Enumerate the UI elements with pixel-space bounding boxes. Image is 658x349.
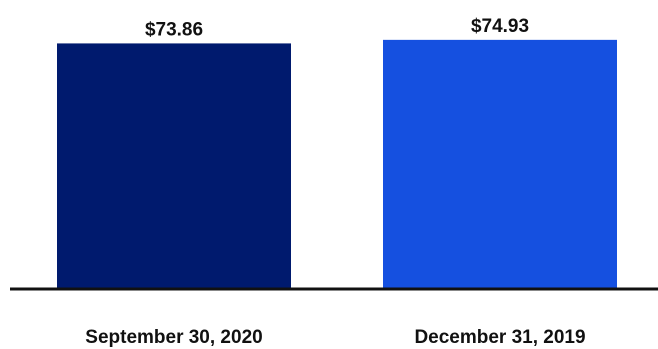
bar-1 <box>57 43 291 290</box>
bar-2 <box>383 39 617 289</box>
data-label-1: $73.86 <box>145 19 203 40</box>
category-label-1: September 30, 2020 <box>85 327 262 348</box>
category-labels-layer: September 30, 2020 December 31, 2019 <box>85 327 585 348</box>
data-label-2: $74.93 <box>471 16 529 37</box>
bars-layer <box>57 39 617 290</box>
value-labels-layer: $73.86 $74.93 <box>145 16 529 41</box>
category-label-2: December 31, 2019 <box>414 327 585 348</box>
